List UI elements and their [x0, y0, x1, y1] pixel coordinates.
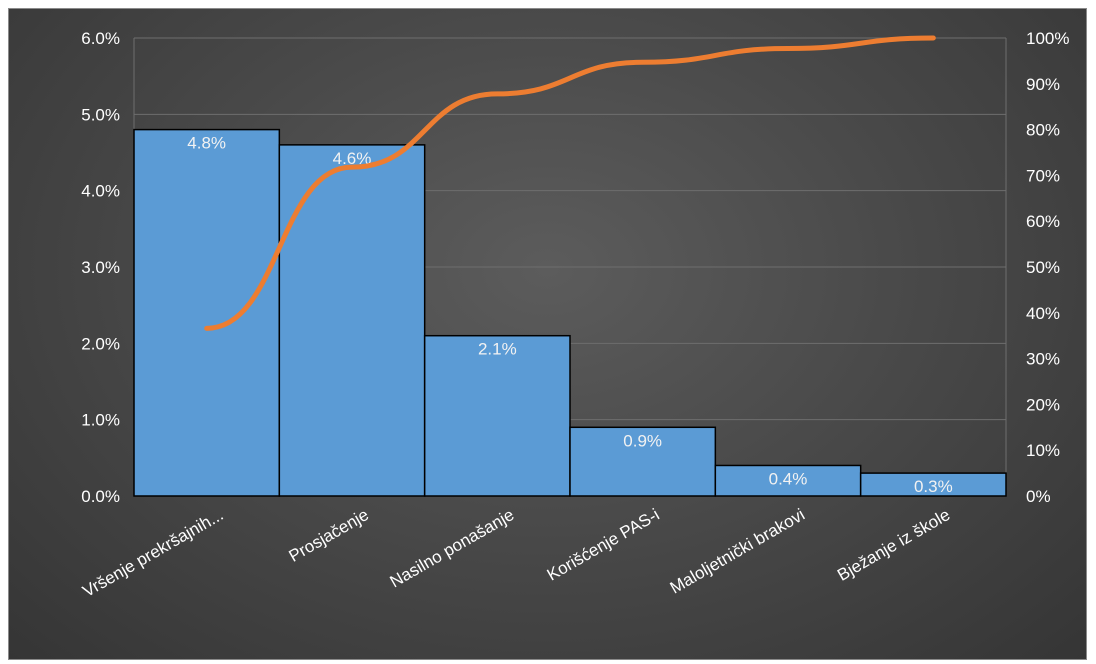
bar: [278, 144, 426, 497]
bar-data-label: 4.6%: [333, 149, 372, 168]
cumulative-line: [204, 35, 936, 331]
right-axis-tick-label: 60%: [1026, 212, 1060, 231]
pareto-chart: 4.8% 4.6% 2.1% 0.9% 0.4% 0.3% 0.0% 1.0% 2.0% 3.0…: [79, 29, 1069, 601]
x-axis-category-label: Nasilno ponašanje: [387, 505, 518, 591]
left-axis-tick-label: 4.0%: [81, 182, 120, 201]
right-axis-tick-label: 0%: [1026, 487, 1051, 506]
bar-data-label: 0.3%: [914, 477, 953, 496]
cumulative-line-path: [204, 35, 936, 331]
left-axis-tick-label: 0.0%: [81, 487, 120, 506]
right-axis-tick-label: 10%: [1026, 441, 1060, 460]
bar-data-label: 0.4%: [769, 469, 808, 488]
bars: [133, 128, 1007, 497]
bar-data-labels: 4.8% 4.6% 2.1% 0.9% 0.4% 0.3%: [187, 134, 952, 497]
right-axis-tick-label: 20%: [1026, 395, 1060, 414]
bar-data-label: 4.8%: [187, 134, 226, 153]
x-axis-category-label: Bježanje iz škole: [834, 505, 953, 585]
bar-data-label: 2.1%: [478, 340, 517, 359]
x-axis-category-label: Prosjačenje: [286, 505, 372, 566]
bar-data-label: 0.9%: [623, 431, 662, 450]
x-axis-category-label: Korišćenje PAS-i: [544, 505, 663, 585]
bar: [423, 334, 571, 497]
right-axis-tick-label: 40%: [1026, 304, 1060, 323]
chart-frame: 4.8% 4.6% 2.1% 0.9% 0.4% 0.3% 0.0% 1.0% 2.0% 3.0…: [8, 8, 1087, 660]
x-axis-category-label: Vršenje prekršajnih...: [79, 505, 226, 601]
bar: [133, 128, 281, 497]
left-axis-tick-label: 6.0%: [81, 29, 120, 48]
left-axis-tick-label: 1.0%: [81, 411, 120, 430]
left-axis-tick-label: 2.0%: [81, 334, 120, 353]
left-axis-tick-label: 5.0%: [81, 105, 120, 124]
x-axis-category-label: Maloljetnički brakovi: [667, 505, 808, 598]
right-axis-tick-label: 100%: [1026, 29, 1069, 48]
right-axis-tick-labels: 0% 10% 20% 30% 40% 50% 60% 70% 80% 90% 100%: [1026, 29, 1069, 506]
bar: [569, 426, 717, 497]
bar: [859, 472, 1007, 497]
right-axis-tick-label: 90%: [1026, 75, 1060, 94]
bar: [714, 464, 862, 497]
left-axis-tick-label: 3.0%: [81, 258, 120, 277]
right-axis-tick-label: 50%: [1026, 258, 1060, 277]
right-axis-tick-label: 70%: [1026, 166, 1060, 185]
left-axis-tick-labels: 0.0% 1.0% 2.0% 3.0% 4.0% 5.0% 6.0%: [81, 29, 120, 506]
x-axis-category-labels: Vršenje prekršajnih... Prosjačenje Nasilno…: [79, 505, 953, 601]
right-axis-tick-label: 30%: [1026, 350, 1060, 369]
right-axis-tick-label: 80%: [1026, 121, 1060, 140]
